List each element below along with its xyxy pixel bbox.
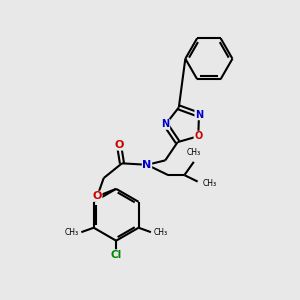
Text: CH₃: CH₃ — [203, 178, 217, 188]
Text: CH₃: CH₃ — [65, 228, 79, 237]
Text: CH₃: CH₃ — [187, 148, 201, 157]
Text: N: N — [195, 110, 203, 120]
Text: O: O — [194, 131, 202, 141]
Text: CH₃: CH₃ — [153, 228, 167, 237]
Text: Cl: Cl — [110, 250, 122, 260]
Text: O: O — [92, 191, 102, 201]
Text: N: N — [162, 119, 170, 129]
Text: N: N — [142, 160, 152, 170]
Text: O: O — [114, 140, 124, 150]
